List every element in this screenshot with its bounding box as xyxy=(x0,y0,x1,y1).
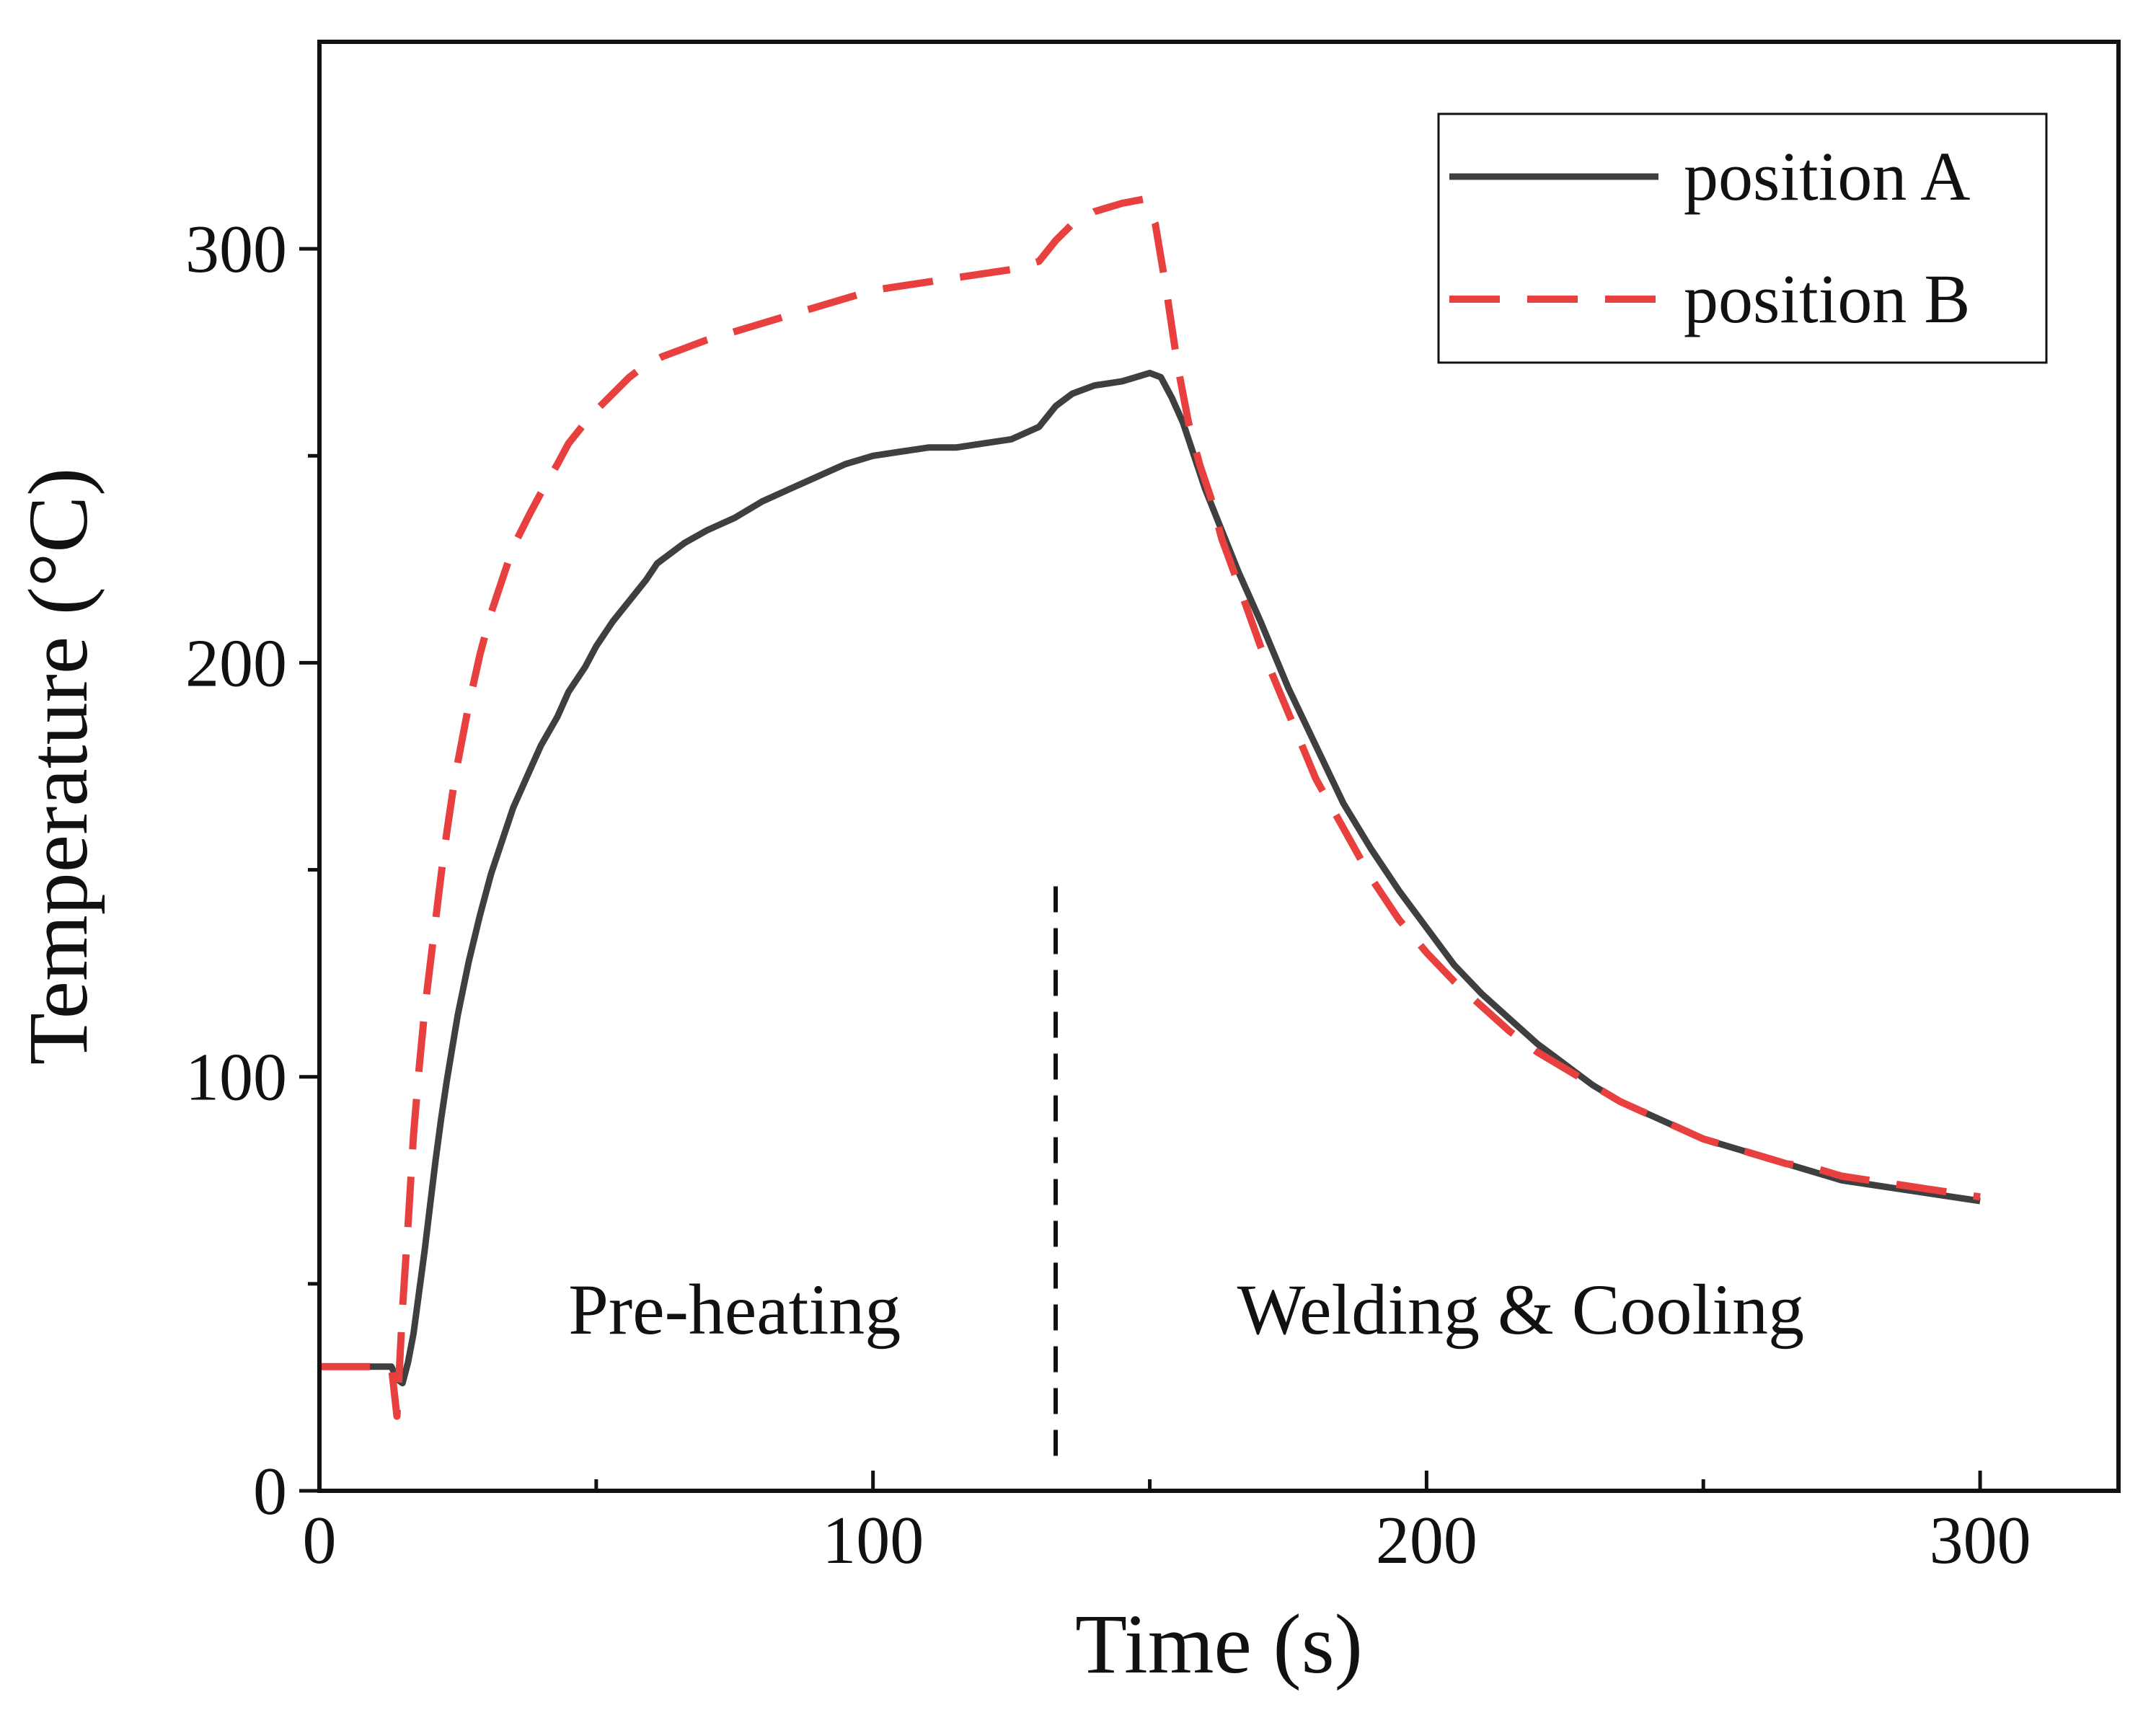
x-tick-label: 200 xyxy=(1376,1503,1477,1578)
legend-label: position B xyxy=(1684,260,1970,337)
y-tick-label: 200 xyxy=(185,626,287,701)
x-tick-label: 0 xyxy=(303,1503,337,1578)
y-tick-label: 0 xyxy=(253,1454,287,1529)
phase-label: Pre-heating xyxy=(568,1269,901,1350)
x-axis-title: Time (s) xyxy=(1075,1597,1363,1691)
y-axis-title: Temperature (°C) xyxy=(11,468,105,1065)
y-tick-label: 300 xyxy=(185,212,287,287)
y-tick-label: 100 xyxy=(185,1040,287,1115)
phase-label: Welding & Cooling xyxy=(1237,1269,1804,1350)
x-tick-label: 300 xyxy=(1930,1503,2031,1578)
legend-label: position A xyxy=(1684,138,1970,215)
x-tick-label: 100 xyxy=(822,1503,924,1578)
legend: position A position B xyxy=(1439,114,2046,363)
